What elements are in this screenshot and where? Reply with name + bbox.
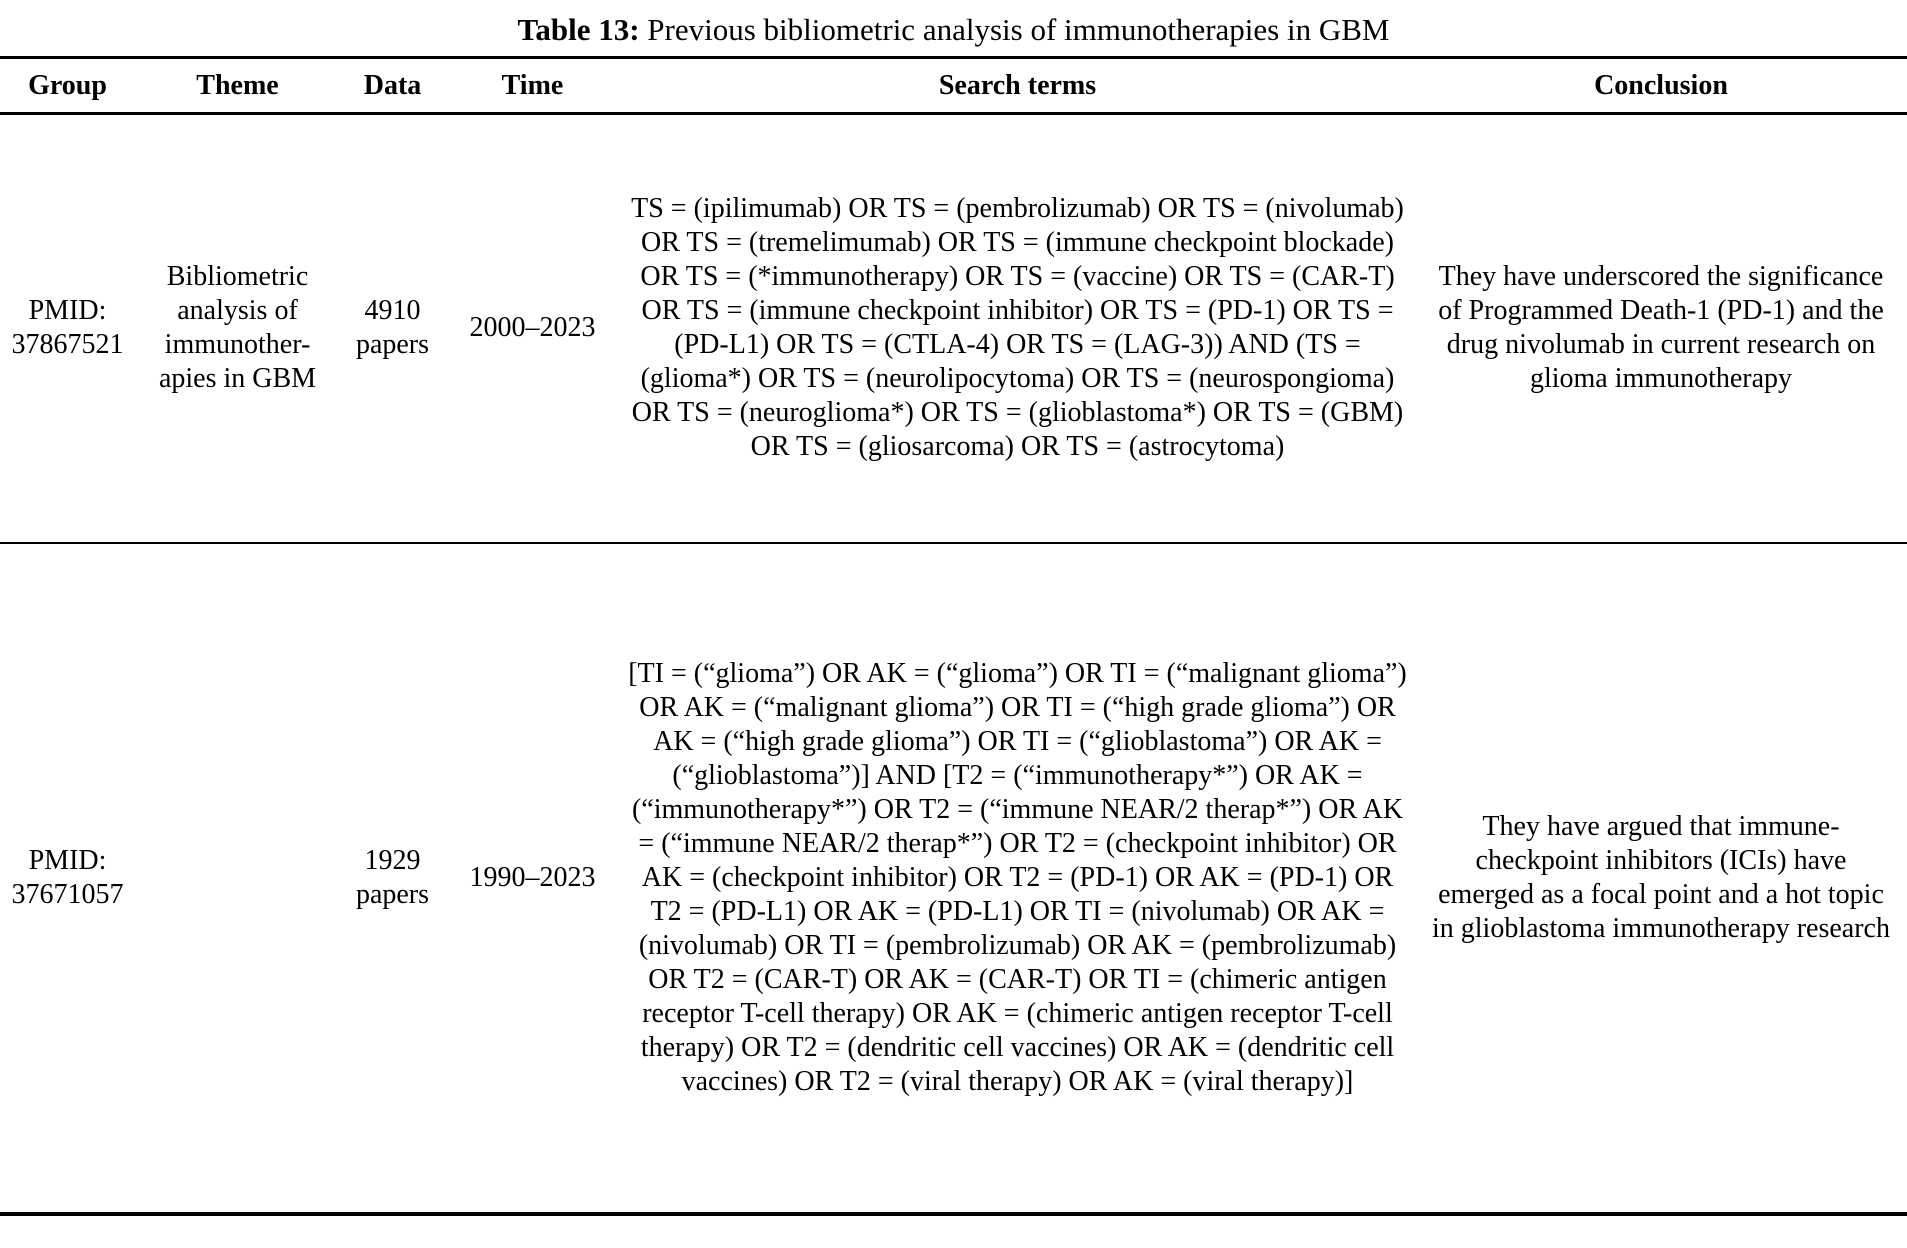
cell-group: PMID: 37671057 (11, 844, 124, 910)
column-header-conclusion: Conclusion (1594, 69, 1728, 101)
cell-conclusion: They have underscored the significance o… (1438, 261, 1884, 395)
header-row: Group Theme Data Time Search terms Concl… (0, 58, 1907, 114)
table-header: Group Theme Data Time Search terms Concl… (0, 58, 1907, 114)
bibliometric-table: Group Theme Data Time Search terms Concl… (0, 56, 1907, 1216)
table-caption-text: Previous bibliometric analysis of immuno… (639, 12, 1390, 47)
cell-theme: Bibliometric analysis of immunother- api… (158, 261, 317, 395)
cell-data: 4910 papers (355, 295, 430, 361)
cell-search-terms: [TI = (“glioma”) OR AK = (“glioma”) OR T… (628, 657, 1407, 1097)
cell-time: 2000–2023 (469, 312, 596, 344)
table-body: PMID: 37867521 Bibliometric analysis of … (0, 114, 1907, 1214)
table-caption: Table 13: Previous bibliometric analysis… (0, 0, 1907, 56)
cell-theme (135, 543, 340, 1214)
cell-time: 1990–2023 (469, 861, 596, 893)
table-row: PMID: 37867521 Bibliometric analysis of … (0, 114, 1907, 543)
column-header-group: Group (28, 69, 107, 101)
cell-search-terms: TS = (ipilimumab) OR TS = (pembrolizumab… (631, 193, 1404, 463)
cell-data: 1929 papers (355, 844, 430, 910)
table-caption-label: Table 13: (517, 12, 640, 47)
column-header-data: Data (363, 69, 422, 101)
cell-conclusion: They have argued that immune-checkpoint … (1432, 810, 1890, 944)
column-header-time: Time (501, 69, 564, 101)
column-header-search-terms: Search terms (938, 69, 1097, 101)
column-header-theme: Theme (196, 69, 279, 101)
table-row: PMID: 37671057 1929 papers 1990–2023 [TI… (0, 543, 1907, 1214)
cell-group: PMID: 37867521 (11, 295, 124, 361)
